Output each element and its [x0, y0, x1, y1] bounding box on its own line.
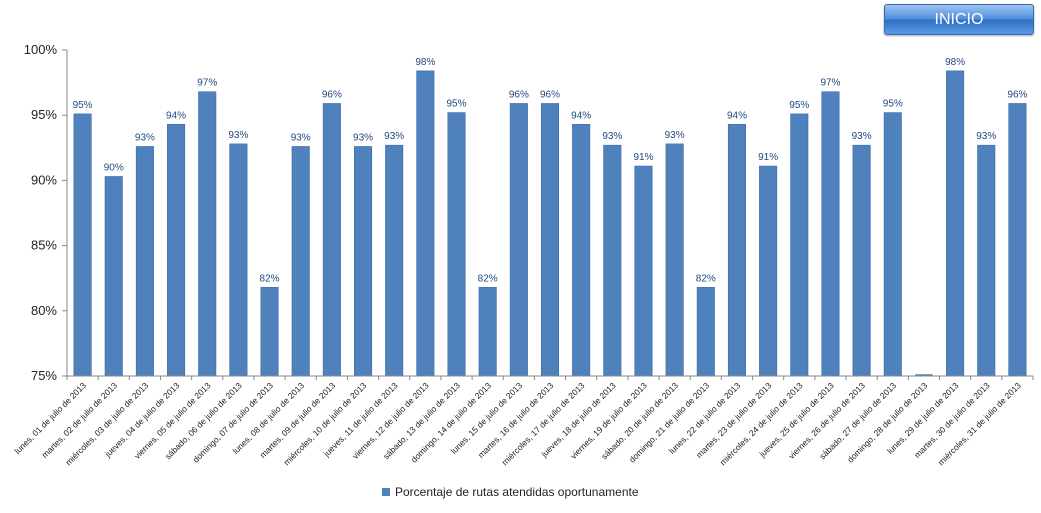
data-label: 93%	[291, 132, 311, 143]
bar	[73, 113, 92, 377]
bar	[821, 91, 840, 377]
data-label: 93%	[384, 131, 404, 142]
bar	[198, 91, 217, 377]
data-label: 94%	[727, 110, 747, 121]
bar	[385, 144, 404, 377]
bar	[540, 103, 560, 377]
bar	[322, 103, 341, 377]
data-label: 94%	[571, 110, 591, 121]
y-tick-label: 85%	[31, 238, 57, 253]
y-tick-label: 90%	[31, 172, 57, 187]
y-tick-label: 80%	[31, 303, 57, 318]
bar	[447, 112, 466, 377]
data-label: 96%	[540, 89, 560, 100]
bar	[229, 143, 248, 377]
data-label: 93%	[353, 132, 373, 143]
bar	[260, 287, 279, 377]
data-label: 82%	[478, 273, 498, 284]
data-label: 95%	[73, 100, 93, 111]
data-label: 91%	[633, 152, 653, 163]
data-label: 82%	[696, 273, 716, 284]
bar	[790, 113, 809, 377]
legend-swatch	[382, 488, 390, 496]
y-axis: 75% 80% 85% 90% 95% 100%	[24, 42, 68, 383]
data-label: 90%	[104, 162, 124, 173]
legend-label: Porcentaje de rutas atendidas oportuname…	[395, 485, 639, 499]
data-label: 95%	[447, 99, 467, 110]
data-label: 93%	[228, 130, 248, 141]
data-label: 96%	[322, 89, 342, 100]
bar	[167, 124, 186, 377]
bar	[104, 176, 123, 377]
data-label: 97%	[820, 78, 840, 89]
inicio-button[interactable]: INICIO	[884, 4, 1034, 35]
bar	[883, 112, 902, 377]
bar	[603, 144, 622, 377]
data-label: 95%	[883, 99, 903, 110]
data-label: 82%	[260, 273, 280, 284]
bar	[1008, 103, 1027, 377]
data-label: 96%	[1007, 89, 1027, 100]
bar	[696, 287, 715, 377]
data-label: 93%	[665, 130, 685, 141]
bar	[135, 146, 154, 377]
data-label: 97%	[197, 78, 217, 89]
bar	[634, 165, 653, 377]
bars: 95% 90% 93% 94% 97% 93% 82% 93% 96% 93% 93% 98% 95% 8…	[73, 57, 1028, 377]
bar	[291, 146, 310, 377]
bar	[759, 165, 778, 377]
y-tick-label: 75%	[31, 368, 57, 383]
legend: Porcentaje de rutas atendidas oportuname…	[382, 485, 639, 499]
data-label: 93%	[976, 131, 996, 142]
data-label: 98%	[415, 57, 435, 68]
bar	[572, 124, 591, 377]
bar	[509, 103, 528, 377]
bar	[727, 124, 746, 377]
bar	[416, 70, 435, 377]
y-tick-label: 95%	[31, 107, 57, 122]
data-label: 96%	[509, 89, 529, 100]
bar	[478, 287, 497, 377]
bar	[354, 146, 373, 377]
bar	[977, 144, 996, 377]
bar	[946, 70, 965, 377]
data-label: 95%	[789, 100, 809, 111]
data-label: 91%	[758, 152, 778, 163]
data-label: 93%	[135, 132, 155, 143]
bar	[665, 143, 684, 377]
data-label: 94%	[166, 110, 186, 121]
data-label: 93%	[852, 131, 872, 142]
y-tick-label: 100%	[24, 42, 58, 57]
data-label: 93%	[602, 131, 622, 142]
data-label: 98%	[945, 57, 965, 68]
bar	[852, 144, 871, 377]
